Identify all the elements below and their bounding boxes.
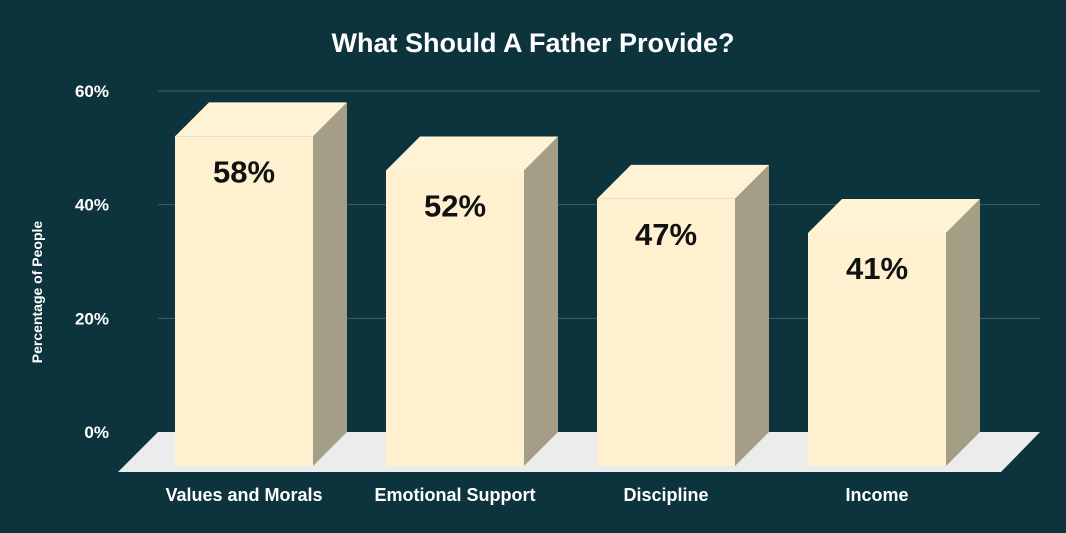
bar-value-label: 52% [424, 188, 486, 223]
bar-side [735, 164, 769, 466]
bar-value-label: 47% [635, 217, 697, 252]
y-tick-label: 20% [75, 309, 109, 328]
bar [175, 136, 313, 466]
bar-value-label: 58% [213, 154, 275, 189]
y-tick-label: 0% [84, 423, 109, 442]
bar-top [808, 198, 980, 233]
bar-side [313, 102, 347, 466]
y-tick-label: 60% [75, 82, 109, 101]
bar-value-label: 41% [846, 251, 908, 286]
x-tick-label: Discipline [623, 485, 708, 505]
y-tick-label: 40% [75, 196, 109, 215]
bar [386, 170, 524, 466]
x-tick-label: Income [845, 485, 908, 505]
bar-side [946, 198, 980, 466]
bar-top [597, 164, 769, 199]
bar [808, 232, 946, 466]
bar-top [175, 102, 347, 137]
bar-top [386, 136, 558, 171]
x-tick-label: Emotional Support [375, 485, 536, 505]
chart-title: What Should A Father Provide? [331, 28, 735, 58]
x-tick-label: Values and Morals [165, 485, 322, 505]
bar [597, 198, 735, 466]
bar-side [524, 136, 558, 466]
